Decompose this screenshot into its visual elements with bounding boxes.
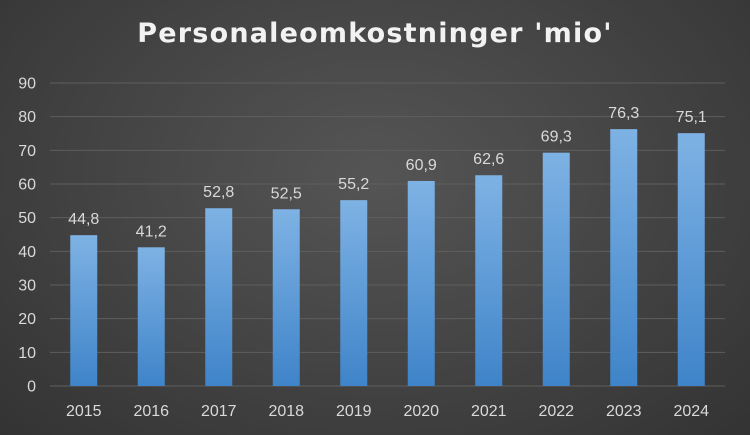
- data-label: 76,3: [608, 105, 639, 122]
- data-label: 62,6: [473, 151, 504, 168]
- y-tick-label: 30: [18, 278, 36, 295]
- chart-title: Personaleomkostninger 'mio': [137, 18, 613, 49]
- x-tick-label: 2019: [336, 403, 372, 420]
- bar: [475, 175, 503, 386]
- bar: [610, 129, 638, 386]
- bar: [407, 180, 435, 386]
- data-label: 52,8: [203, 184, 234, 201]
- x-tick-label: 2021: [471, 403, 507, 420]
- x-tick-label: 2018: [268, 403, 304, 420]
- bar: [137, 247, 165, 386]
- y-tick-label: 70: [18, 143, 36, 160]
- y-tick-label: 10: [18, 345, 36, 362]
- y-tick-label: 80: [18, 109, 36, 126]
- bar: [340, 200, 368, 386]
- data-labels: 44,8 41,2 52,8 52,5 55,2 60,9 62,6 69,3 76,3 75,1: [68, 105, 707, 240]
- y-tick-label: 50: [18, 210, 36, 227]
- data-label: 52,5: [271, 185, 302, 202]
- x-tick-label: 2016: [133, 403, 169, 420]
- data-label: 41,2: [136, 223, 167, 240]
- bar: [677, 133, 705, 386]
- y-tick-label: 60: [18, 177, 36, 194]
- x-tick-label: 2022: [538, 403, 574, 420]
- y-axis-ticks: 0 10 20 30 40 50 60 70 80 90: [18, 76, 36, 396]
- x-tick-label: 2020: [403, 403, 439, 420]
- x-tick-label: 2024: [673, 403, 709, 420]
- y-tick-label: 90: [18, 76, 36, 93]
- y-tick-label: 0: [27, 379, 36, 396]
- data-label: 55,2: [338, 176, 369, 193]
- bars: [70, 129, 705, 386]
- x-tick-label: 2017: [201, 403, 237, 420]
- bar: [272, 209, 300, 386]
- bar: [70, 235, 98, 386]
- data-label: 60,9: [406, 157, 437, 174]
- x-tick-label: 2015: [66, 403, 102, 420]
- x-axis-ticks: 2015 2016 2017 2018 2019 2020 2021 2022 2023 2024: [66, 403, 709, 420]
- data-label: 75,1: [676, 109, 707, 126]
- bar: [205, 208, 233, 386]
- y-tick-label: 40: [18, 244, 36, 261]
- y-tick-label: 20: [18, 311, 36, 328]
- data-label: 44,8: [68, 211, 99, 228]
- x-tick-label: 2023: [606, 403, 642, 420]
- data-label: 69,3: [541, 129, 572, 146]
- bar: [542, 152, 570, 386]
